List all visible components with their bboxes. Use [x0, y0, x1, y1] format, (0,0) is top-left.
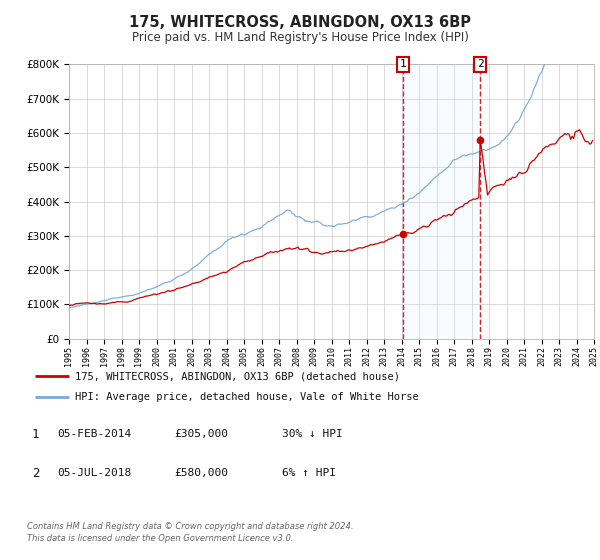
Text: This data is licensed under the Open Government Licence v3.0.: This data is licensed under the Open Gov…	[27, 534, 293, 543]
Text: £305,000: £305,000	[174, 429, 228, 439]
Text: 2: 2	[477, 59, 484, 69]
Text: Contains HM Land Registry data © Crown copyright and database right 2024.: Contains HM Land Registry data © Crown c…	[27, 522, 353, 531]
Text: 1: 1	[400, 59, 407, 69]
Text: 30% ↓ HPI: 30% ↓ HPI	[282, 429, 343, 439]
Text: 175, WHITECROSS, ABINGDON, OX13 6BP: 175, WHITECROSS, ABINGDON, OX13 6BP	[129, 15, 471, 30]
Text: 05-JUL-2018: 05-JUL-2018	[57, 468, 131, 478]
Text: 175, WHITECROSS, ABINGDON, OX13 6BP (detached house): 175, WHITECROSS, ABINGDON, OX13 6BP (det…	[76, 371, 400, 381]
Text: £580,000: £580,000	[174, 468, 228, 478]
Text: 1: 1	[32, 427, 39, 441]
Text: 6% ↑ HPI: 6% ↑ HPI	[282, 468, 336, 478]
Text: 2: 2	[32, 466, 39, 480]
Text: 05-FEB-2014: 05-FEB-2014	[57, 429, 131, 439]
Text: HPI: Average price, detached house, Vale of White Horse: HPI: Average price, detached house, Vale…	[76, 391, 419, 402]
Text: Price paid vs. HM Land Registry's House Price Index (HPI): Price paid vs. HM Land Registry's House …	[131, 31, 469, 44]
Bar	[403, 64, 480, 339]
